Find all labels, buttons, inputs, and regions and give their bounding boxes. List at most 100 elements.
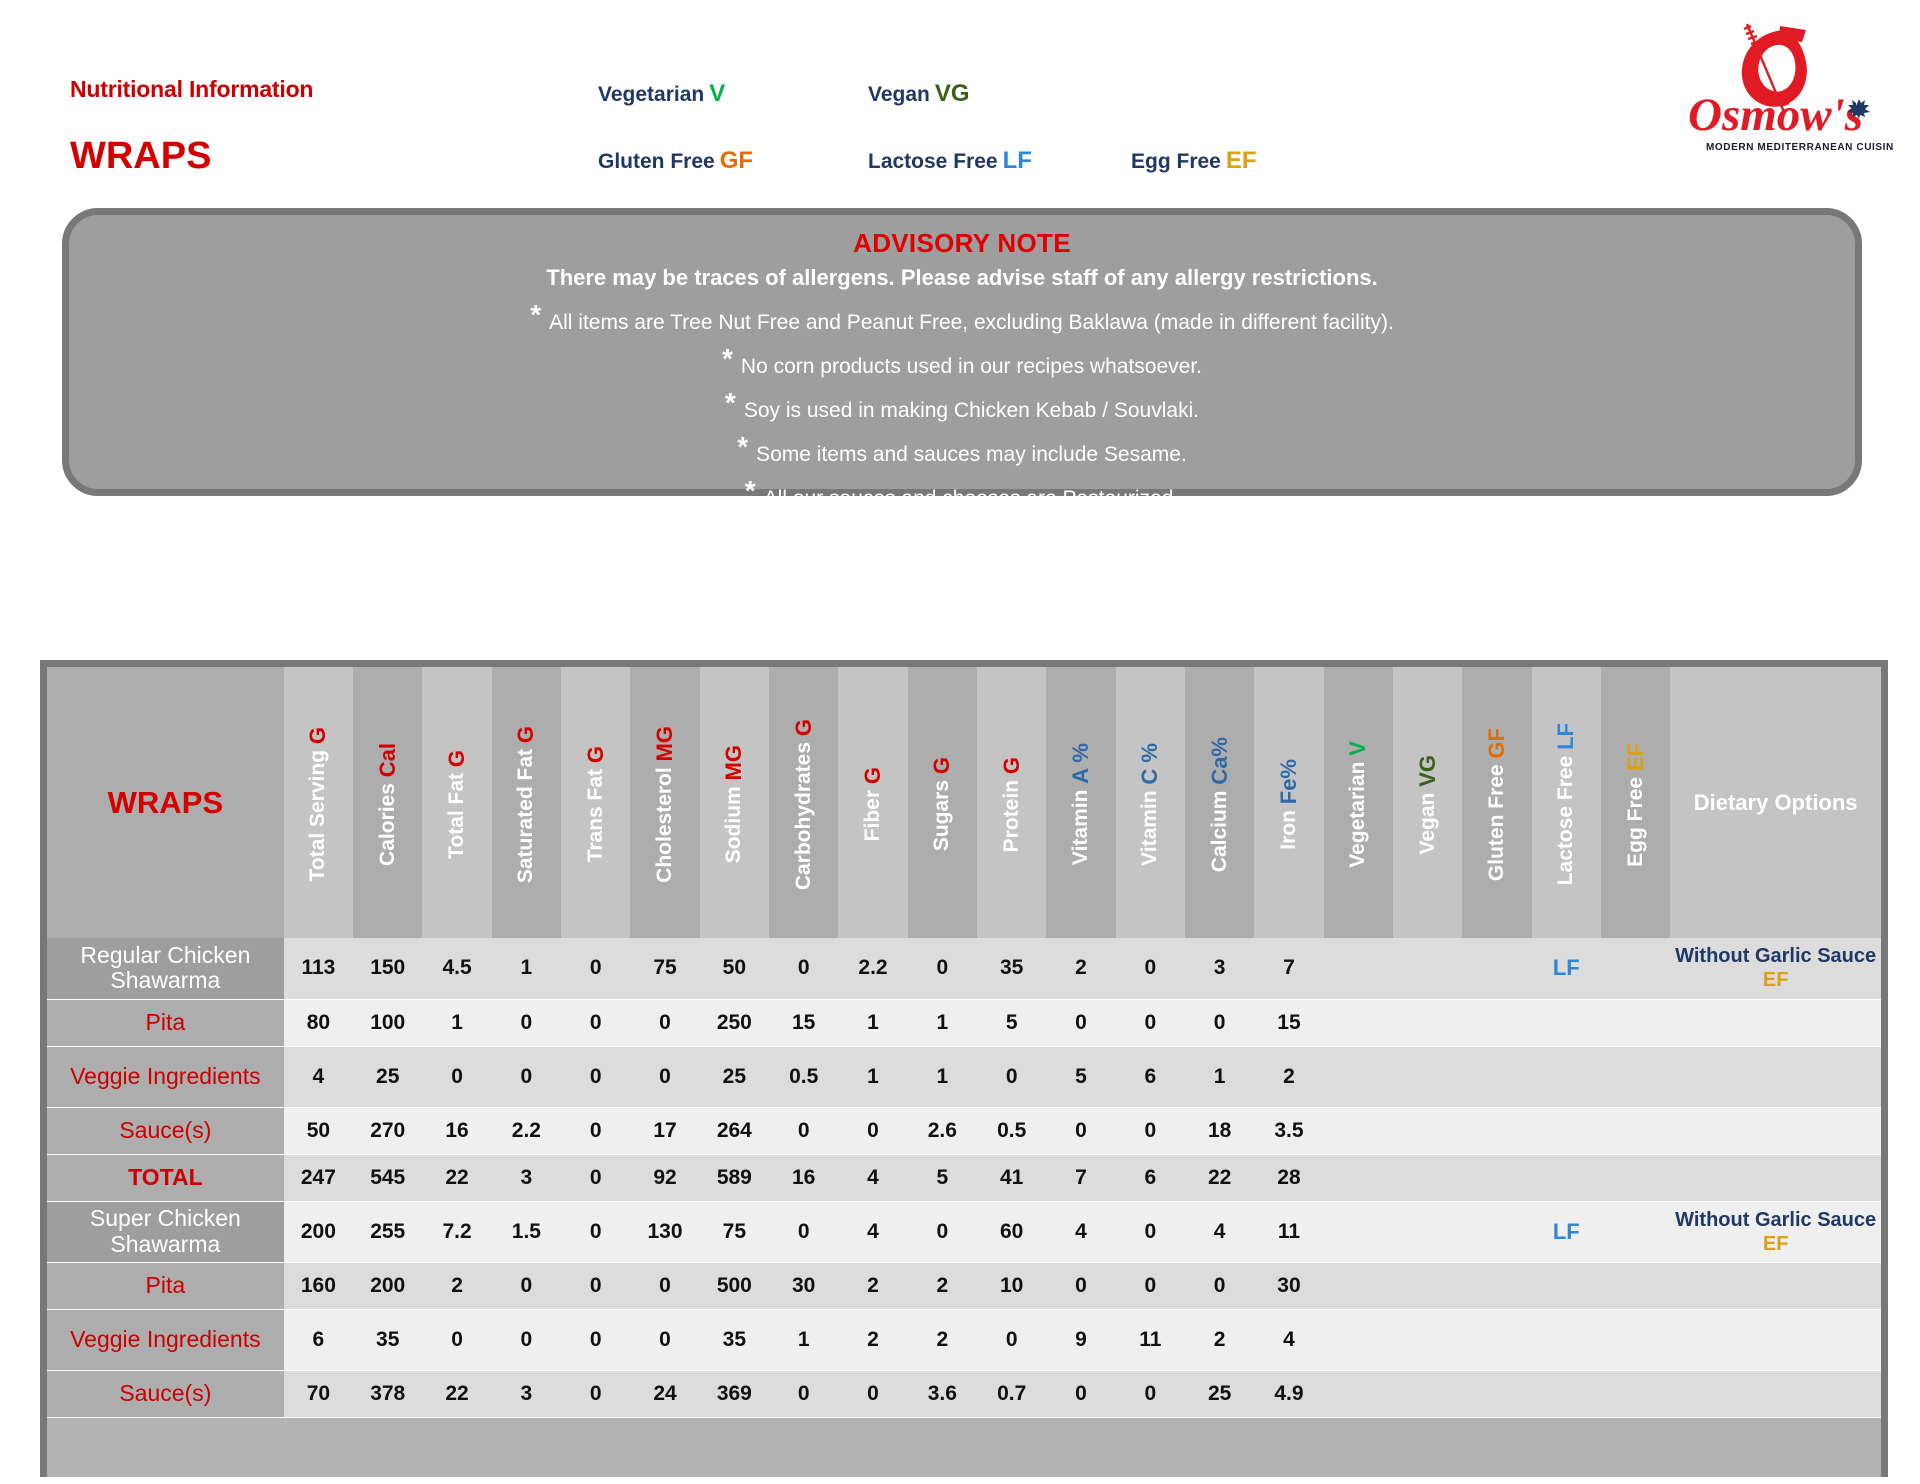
column-header-unit: C % — [1137, 743, 1163, 785]
cell-calcium: 2 — [1184, 1309, 1255, 1371]
legend-vegan-label: Vegan — [868, 83, 930, 106]
column-header-unit: G — [582, 746, 608, 764]
cell-protein: 41 — [977, 1154, 1047, 1202]
column-header-name: Total Serving — [306, 744, 330, 882]
cell-fiber: 2 — [838, 1262, 908, 1310]
cell-sugars: 0 — [907, 1201, 977, 1263]
flag-vegetarian — [1323, 1046, 1393, 1108]
column-header-unit: EF — [1622, 742, 1648, 771]
cell-vitamin: 0 — [1115, 999, 1185, 1047]
column-header-unit: V — [1345, 741, 1371, 756]
column-header-calcium: Calcium Ca% — [1184, 667, 1255, 938]
cell-saturated-fat: 1 — [491, 938, 562, 1000]
advisory-title: ADVISORY NOTE — [853, 228, 1071, 258]
cell-total-serving: 113 — [283, 938, 354, 1000]
cell-carbohydrates: 0 — [769, 1201, 839, 1263]
cell-saturated-fat: 0 — [491, 999, 562, 1047]
bullet-marker-icon: * — [737, 431, 749, 462]
flag-egg-free — [1600, 1309, 1671, 1371]
advisory-bullet-5-text: All our sauces and cheeses are Pasteuriz… — [763, 487, 1180, 510]
flag-egg-free — [1600, 1262, 1671, 1310]
flag-vegan — [1392, 1201, 1463, 1263]
column-header-unit: MG — [652, 726, 678, 762]
flag-egg-free — [1600, 1154, 1671, 1202]
cell-vitamin: 5 — [1046, 1046, 1116, 1108]
column-header-unit: Fe% — [1275, 759, 1301, 805]
column-header-text: Sodium MG — [721, 736, 746, 864]
flag-vegetarian — [1323, 1309, 1393, 1371]
column-header-unit: A % — [1067, 743, 1093, 785]
column-header-trans-fat: Trans Fat G — [561, 667, 631, 938]
cell-iron: 4 — [1254, 1309, 1324, 1371]
dietary-options-code: EF — [1762, 1232, 1789, 1255]
bullet-marker-icon: * — [744, 475, 756, 506]
page-header: Nutritional Information WRAPS Vegetarian… — [0, 0, 1920, 177]
flag-gluten-free — [1462, 1370, 1532, 1418]
column-header-text: Cholesterol MG — [652, 717, 678, 883]
column-header-name: Gluten Free — [1484, 758, 1508, 882]
flag-gluten-free — [1462, 1309, 1532, 1371]
cell-sodium: 500 — [699, 1262, 770, 1310]
flag-vegetarian — [1323, 1154, 1393, 1202]
nutrition-table-container: WRAPS Total Serving G Calories Cal Total F… — [40, 660, 1888, 1477]
column-header-unit: G — [513, 725, 539, 744]
cell-trans-fat: 0 — [561, 999, 631, 1047]
legend-vegetarian: Vegetarian V — [598, 80, 725, 108]
cell-calcium: 4 — [1184, 1201, 1255, 1263]
column-header-name: Total Fat — [445, 767, 469, 859]
column-header-name: Sugars — [930, 774, 954, 852]
column-header-sugars: Sugars G — [907, 667, 977, 938]
flag-vegan — [1392, 1370, 1463, 1418]
cell-trans-fat: 0 — [561, 1046, 631, 1108]
cell-calories: 378 — [353, 1370, 423, 1418]
cell-cholesterol: 0 — [630, 1262, 700, 1310]
column-header-name: Vitamin — [1068, 784, 1092, 866]
cell-calories: 270 — [353, 1107, 423, 1155]
dietary-options-cell — [1670, 1309, 1881, 1371]
table-header-row: WRAPS Total Serving G Calories Cal Total F… — [47, 667, 1881, 938]
cell-carbohydrates: 16 — [769, 1154, 839, 1202]
cell-vitamin: 0 — [1115, 1201, 1185, 1263]
column-header-name: Sodium — [722, 780, 746, 864]
dietary-options-cell — [1670, 999, 1881, 1047]
table-row: Regular Chicken Shawarma 113 150 4.5 1 0 75 50 0… — [47, 938, 1881, 1000]
column-header-unit: VG — [1414, 754, 1440, 787]
cell-vitamin: 0 — [1046, 1107, 1116, 1155]
table-row: TOTAL 247 545 22 3 0 92 589 16 4 5 41 7 6 22 28 — [47, 1154, 1881, 1202]
nutrition-table: WRAPS Total Serving G Calories Cal Total F… — [47, 667, 1881, 1418]
cell-vitamin: 0 — [1046, 1262, 1116, 1310]
column-header-sodium: Sodium MG — [699, 667, 770, 938]
flag-vegan — [1392, 1309, 1463, 1371]
cell-calories: 200 — [353, 1262, 423, 1310]
flag-vegetarian — [1323, 938, 1393, 1000]
cell-sodium: 369 — [699, 1370, 770, 1418]
column-header-unit: G — [790, 718, 816, 737]
column-header-cholesterol: Cholesterol MG — [630, 667, 700, 938]
dietary-options-cell — [1670, 1107, 1881, 1155]
legend-vegetarian-code: V — [709, 80, 726, 107]
cell-trans-fat: 0 — [561, 1154, 631, 1202]
cell-vitamin: 4 — [1046, 1201, 1116, 1263]
flag-lactose-free — [1531, 1370, 1601, 1418]
cell-fiber: 1 — [838, 1046, 908, 1108]
column-header-text: Sugars G — [929, 748, 954, 852]
flag-egg-free — [1600, 1107, 1671, 1155]
column-header-saturated-fat: Saturated Fat G — [491, 667, 562, 938]
cell-carbohydrates: 15 — [769, 999, 839, 1047]
column-header-vegan: Vegan VG — [1392, 667, 1463, 938]
cell-trans-fat: 0 — [561, 938, 631, 1000]
cell-iron: 28 — [1254, 1154, 1324, 1202]
cell-protein: 0 — [977, 1046, 1047, 1108]
legend-gluten-free-code: GF — [719, 147, 754, 174]
column-header-text: Carbohydrates G — [790, 710, 816, 890]
flag-vegan — [1392, 1262, 1463, 1310]
dietary-options-text: Without Garlic Sauce — [1675, 945, 1877, 968]
cell-total-fat: 22 — [422, 1370, 492, 1418]
column-header-fiber: Fiber G — [838, 667, 908, 938]
cell-cholesterol: 92 — [630, 1154, 700, 1202]
flag-gluten-free — [1462, 1262, 1532, 1310]
cell-cholesterol: 130 — [630, 1201, 700, 1263]
dietary-options-cell: Without Garlic Sauce EF — [1670, 938, 1881, 1000]
cell-fiber: 0 — [838, 1370, 908, 1418]
cell-iron: 11 — [1254, 1201, 1324, 1263]
